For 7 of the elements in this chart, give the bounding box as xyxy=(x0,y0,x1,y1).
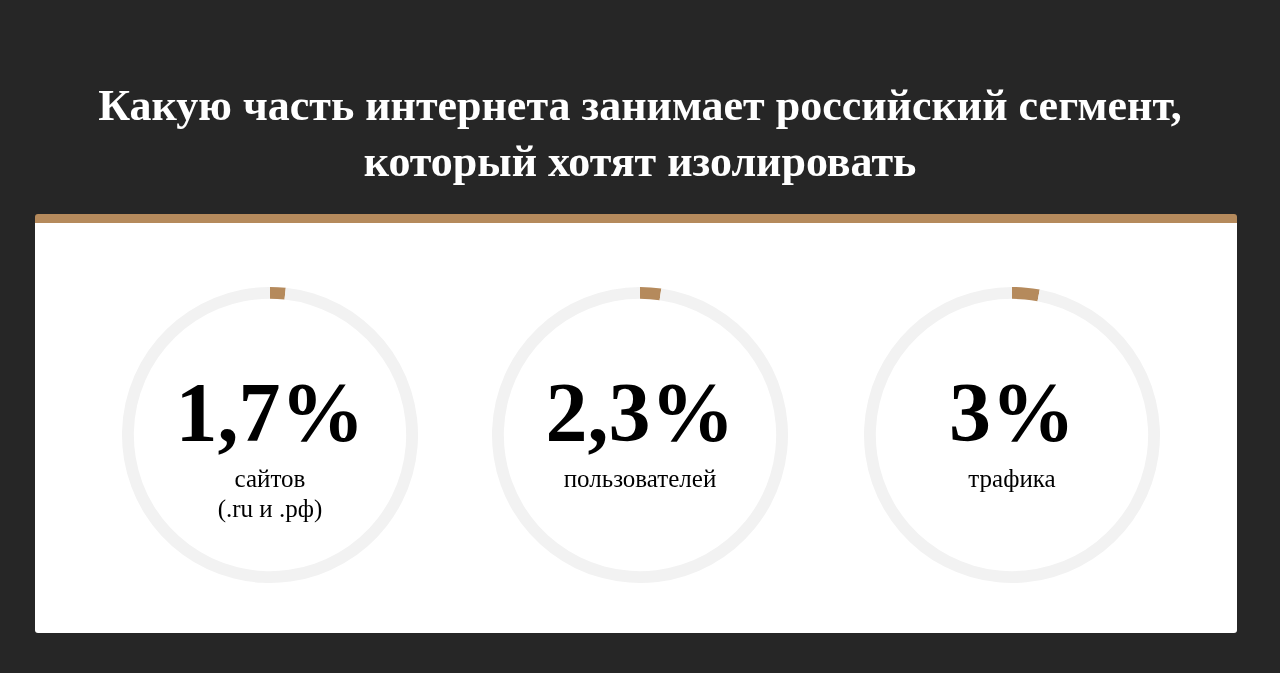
data-label: 3% xyxy=(949,366,1075,459)
slice-label: пользователей xyxy=(563,465,717,492)
slice-label: сайтов (.ru и .рф) xyxy=(217,465,323,523)
data-label: 1,7% xyxy=(175,366,365,459)
data-label: 2,3% xyxy=(545,366,735,459)
text: Какую часть интернета занимает российский сегмент, который хотят изолировать xyxy=(97,80,1183,188)
slice-label: трафика xyxy=(968,465,1056,492)
